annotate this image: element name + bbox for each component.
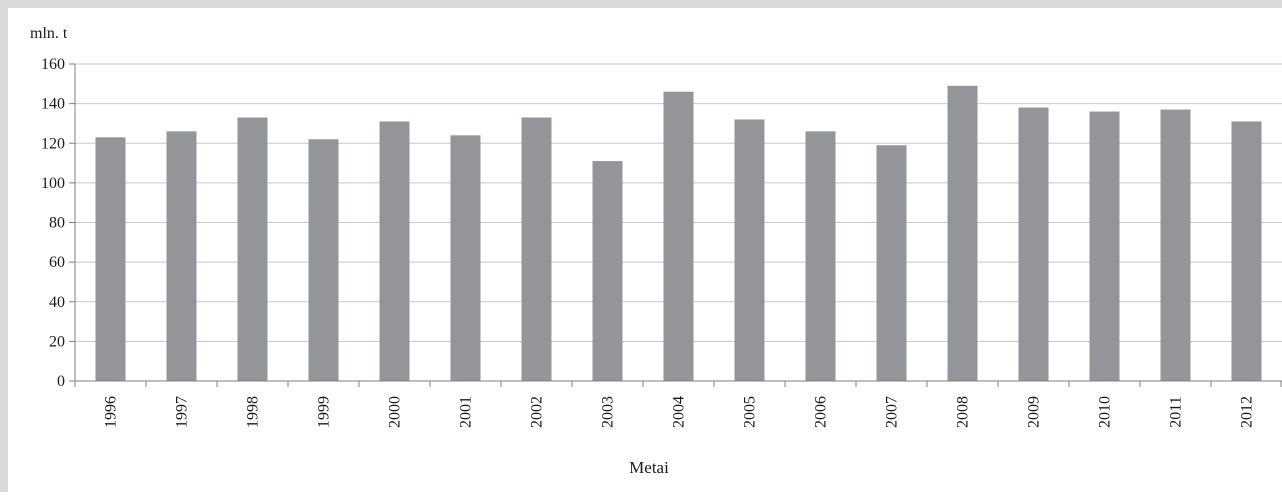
bar-2005: [734, 119, 765, 381]
y-tick-label: 140: [41, 96, 65, 113]
y-tick-label: 160: [41, 56, 65, 73]
bar-2012: [1231, 121, 1262, 382]
bar-2007: [876, 145, 907, 381]
bar-1999: [308, 139, 339, 381]
bar-1998: [237, 117, 268, 382]
bar-chart: 0 20 40 60 80 100 120 140 160 1996 1997 1998 1999 20…: [30, 25, 1282, 477]
x-tick-label: 2008: [955, 396, 972, 428]
bar-2009: [1018, 107, 1049, 382]
y-tick-label: 60: [49, 254, 65, 271]
x-tick-label: 1996: [103, 396, 120, 428]
y-axis-unit-label: mln. t: [30, 25, 68, 42]
y-tick-label: 120: [41, 135, 65, 152]
y-tick-label: 100: [41, 175, 65, 192]
x-tick-label: 2003: [600, 396, 617, 428]
y-tick-label: 0: [57, 373, 65, 390]
x-tick-labels: 1996 1997 1998 1999 2000 2001 2002 2003 2004 2005…: [103, 396, 1256, 428]
bar-2000: [379, 121, 410, 382]
x-axis-label: Metai: [629, 458, 669, 477]
x-tick-label: 1998: [245, 396, 262, 428]
axes: [69, 63, 1282, 387]
y-tick-label: 40: [49, 294, 65, 311]
bar-2006: [805, 131, 836, 381]
x-tick-label: 1999: [316, 396, 333, 428]
y-tick-label: 80: [49, 215, 65, 232]
bar-1997: [166, 131, 197, 381]
bar-2011: [1160, 109, 1191, 381]
bars: [95, 85, 1262, 382]
bar-2003: [592, 161, 623, 381]
bar-2010: [1089, 111, 1120, 382]
x-tick-label: 2007: [884, 396, 901, 428]
x-tick-label: 2001: [458, 396, 475, 428]
bar-2004: [663, 91, 694, 382]
x-tick-label: 2011: [1168, 396, 1185, 427]
x-tick-label: 2005: [742, 396, 759, 428]
x-tick-label: 2006: [813, 396, 830, 428]
x-tick-label: 2000: [387, 396, 404, 428]
bar-2008: [947, 85, 978, 381]
x-tick-label: 2004: [671, 396, 688, 428]
bar-2001: [450, 135, 481, 381]
y-tick-label: 20: [49, 333, 65, 350]
x-tick-label: 2010: [1097, 396, 1114, 428]
x-tick-label: 2012: [1239, 396, 1256, 428]
x-tick-label: 1997: [174, 396, 191, 428]
bar-2002: [521, 117, 552, 382]
x-tick-label: 2002: [529, 396, 546, 428]
x-tick-label: 2009: [1026, 396, 1043, 428]
bar-1996: [95, 137, 126, 381]
y-tick-labels: 0 20 40 60 80 100 120 140 160: [41, 56, 65, 390]
